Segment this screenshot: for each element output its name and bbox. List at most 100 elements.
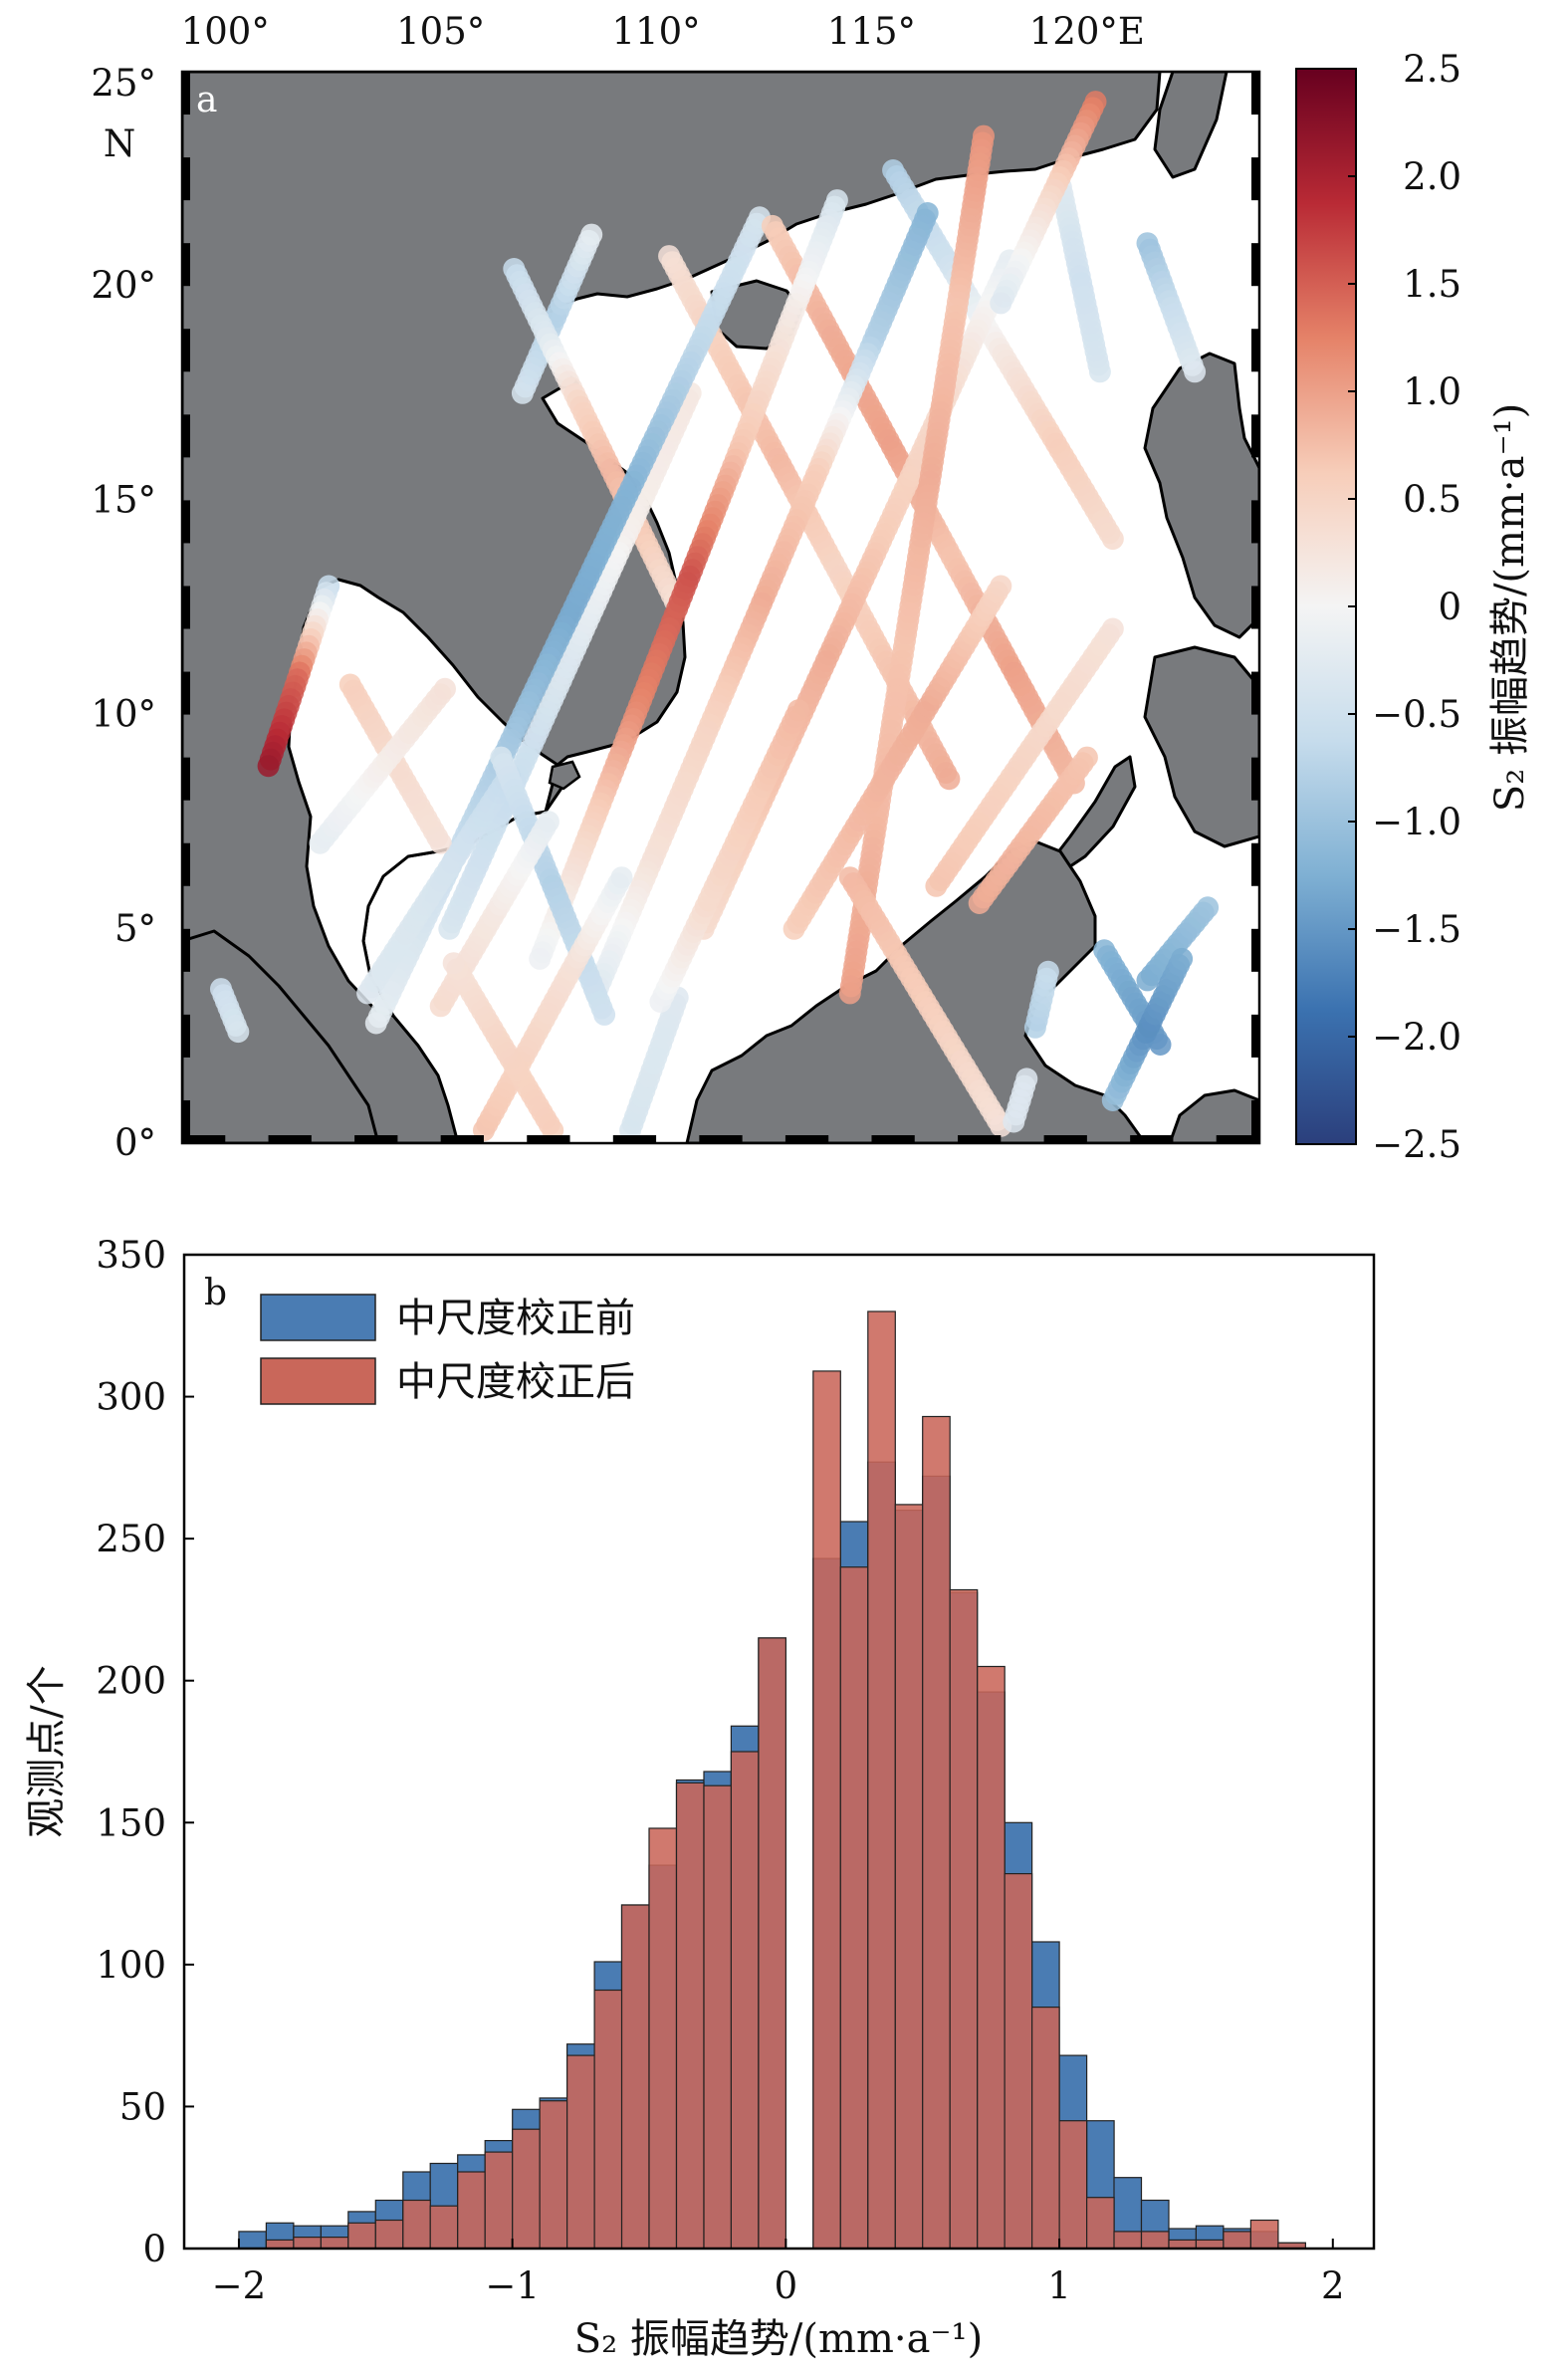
histogram-bar — [1223, 2231, 1252, 2250]
frame-bar-bottom — [699, 1135, 743, 1143]
map-x-tick: 115° — [827, 10, 916, 53]
land-philippines — [1143, 352, 1259, 639]
frame-bar-right — [1251, 157, 1259, 201]
y-tick-label: 350 — [96, 1234, 166, 1277]
track-point — [786, 699, 809, 722]
frame-bar-bottom — [1216, 1135, 1259, 1143]
y-tick-label: 100 — [96, 1944, 166, 1987]
x-tick-label: 0 — [775, 2264, 798, 2307]
altimeter-tracks — [210, 91, 1220, 1142]
histogram-bar — [730, 1751, 760, 2250]
y-tick-label: 200 — [96, 1660, 166, 1703]
track-point — [529, 947, 552, 970]
colorbar-label: S₂ 振幅趋势/(mm·a⁻¹) — [1487, 403, 1533, 812]
frame-bar-right — [1251, 671, 1259, 715]
map-y-tick: 5° — [114, 907, 156, 950]
panel-b-label: b — [204, 1273, 227, 1313]
frame-bar-left — [182, 842, 190, 886]
track-11 — [990, 91, 1107, 315]
frame-bar-bottom — [1043, 1135, 1087, 1143]
histogram-bar — [347, 2222, 376, 2250]
histogram-bar — [484, 2151, 514, 2250]
histogram-bar — [457, 2171, 486, 2250]
map-x-tick: 100° — [181, 10, 270, 53]
frame-bar-bottom — [182, 1135, 226, 1143]
frame-bar-bottom — [440, 1135, 484, 1143]
map-y-tick: 25° — [91, 62, 156, 105]
histogram-bar — [293, 2237, 322, 2250]
frame-bar-left — [182, 72, 190, 116]
frame-bar-left — [182, 671, 190, 715]
histogram-bar — [1195, 2239, 1225, 2250]
histogram-bar — [839, 1566, 869, 2250]
track-point — [990, 292, 1012, 315]
colorbar-tick-label: 0.5 — [1403, 478, 1461, 521]
track-point — [429, 831, 452, 854]
track-point — [938, 768, 961, 791]
frame-bar-right — [1251, 928, 1259, 972]
histogram-bar — [620, 1904, 650, 2250]
track-25 — [783, 575, 1012, 940]
x-tick-label: −1 — [485, 2264, 540, 2307]
track-23 — [619, 986, 689, 1142]
histogram-y-ticks: 0 50 100 150 200 250 300 350 — [96, 1234, 194, 2270]
frame-bar-bottom — [354, 1135, 398, 1143]
track-24 — [649, 699, 809, 1013]
track-point — [990, 575, 1012, 597]
colorbar-tick-label: 2.5 — [1403, 48, 1461, 91]
track-33 — [1003, 1068, 1038, 1133]
map-y-tick: 20° — [91, 264, 156, 307]
frame-bar-left — [182, 1099, 190, 1143]
colorbar-tick-label: 2.0 — [1403, 155, 1461, 198]
y-tick-label: 50 — [119, 2085, 166, 2128]
track-30 — [1101, 947, 1194, 1111]
map-x-tick: 120°E — [1029, 10, 1145, 53]
map-panel: 100° 105° 110° 115° 120°E 25°20°15°10°5°0°N … — [91, 10, 1533, 1166]
land-sulawesi — [1168, 1088, 1259, 1143]
track-27 — [968, 746, 1098, 914]
colorbar-tick-label: −1.5 — [1372, 908, 1461, 951]
land-taiwan — [1153, 72, 1229, 179]
track-point — [610, 866, 633, 889]
histogram-bar — [977, 1665, 1006, 2250]
track-point — [1197, 896, 1220, 919]
track-point — [257, 755, 280, 778]
colorbar-tick-label: 0 — [1438, 586, 1461, 628]
histogram-bar — [648, 1827, 678, 2250]
y-tick-label: 150 — [96, 1801, 166, 1844]
x-tick-label: −2 — [212, 2264, 267, 2307]
track-point — [1184, 360, 1207, 383]
track-7 — [882, 159, 1124, 551]
frame-bar-left — [182, 157, 190, 201]
x-tick-label: 1 — [1047, 2264, 1071, 2307]
track-point — [1075, 746, 1098, 769]
x-axis-label: S₂ 振幅趋势/(mm·a⁻¹) — [574, 2316, 983, 2362]
histogram-bar — [565, 2054, 595, 2250]
histogram-bar — [1030, 2006, 1060, 2250]
histogram-bar — [1140, 2231, 1170, 2250]
y-axis-label: 观测点/个 — [24, 1665, 70, 1837]
track-12 — [1136, 232, 1207, 383]
bars-after-correction — [265, 1310, 1307, 2250]
track-point — [593, 1003, 616, 1026]
track-point — [580, 223, 603, 246]
track-point — [1149, 1034, 1172, 1056]
histogram-bar — [374, 2219, 404, 2250]
frame-bar-bottom — [784, 1135, 829, 1143]
frame-bar-right — [1251, 329, 1259, 372]
frame-bar-right — [1251, 842, 1259, 886]
track-26 — [925, 617, 1124, 897]
track-point — [227, 1021, 250, 1044]
histogram-bar — [1168, 2239, 1198, 2250]
map-y-tick: 10° — [91, 693, 156, 736]
legend-swatch-after — [260, 1357, 376, 1405]
track-18 — [356, 763, 521, 1005]
histogram-bar — [758, 1637, 787, 2250]
histogram-bar — [539, 2100, 568, 2250]
track-16 — [338, 673, 452, 854]
frame-bar-right — [1251, 1014, 1259, 1058]
land-small-island — [548, 760, 581, 791]
frame-bar-right — [1251, 586, 1259, 629]
frame-bar-right — [1251, 500, 1259, 544]
